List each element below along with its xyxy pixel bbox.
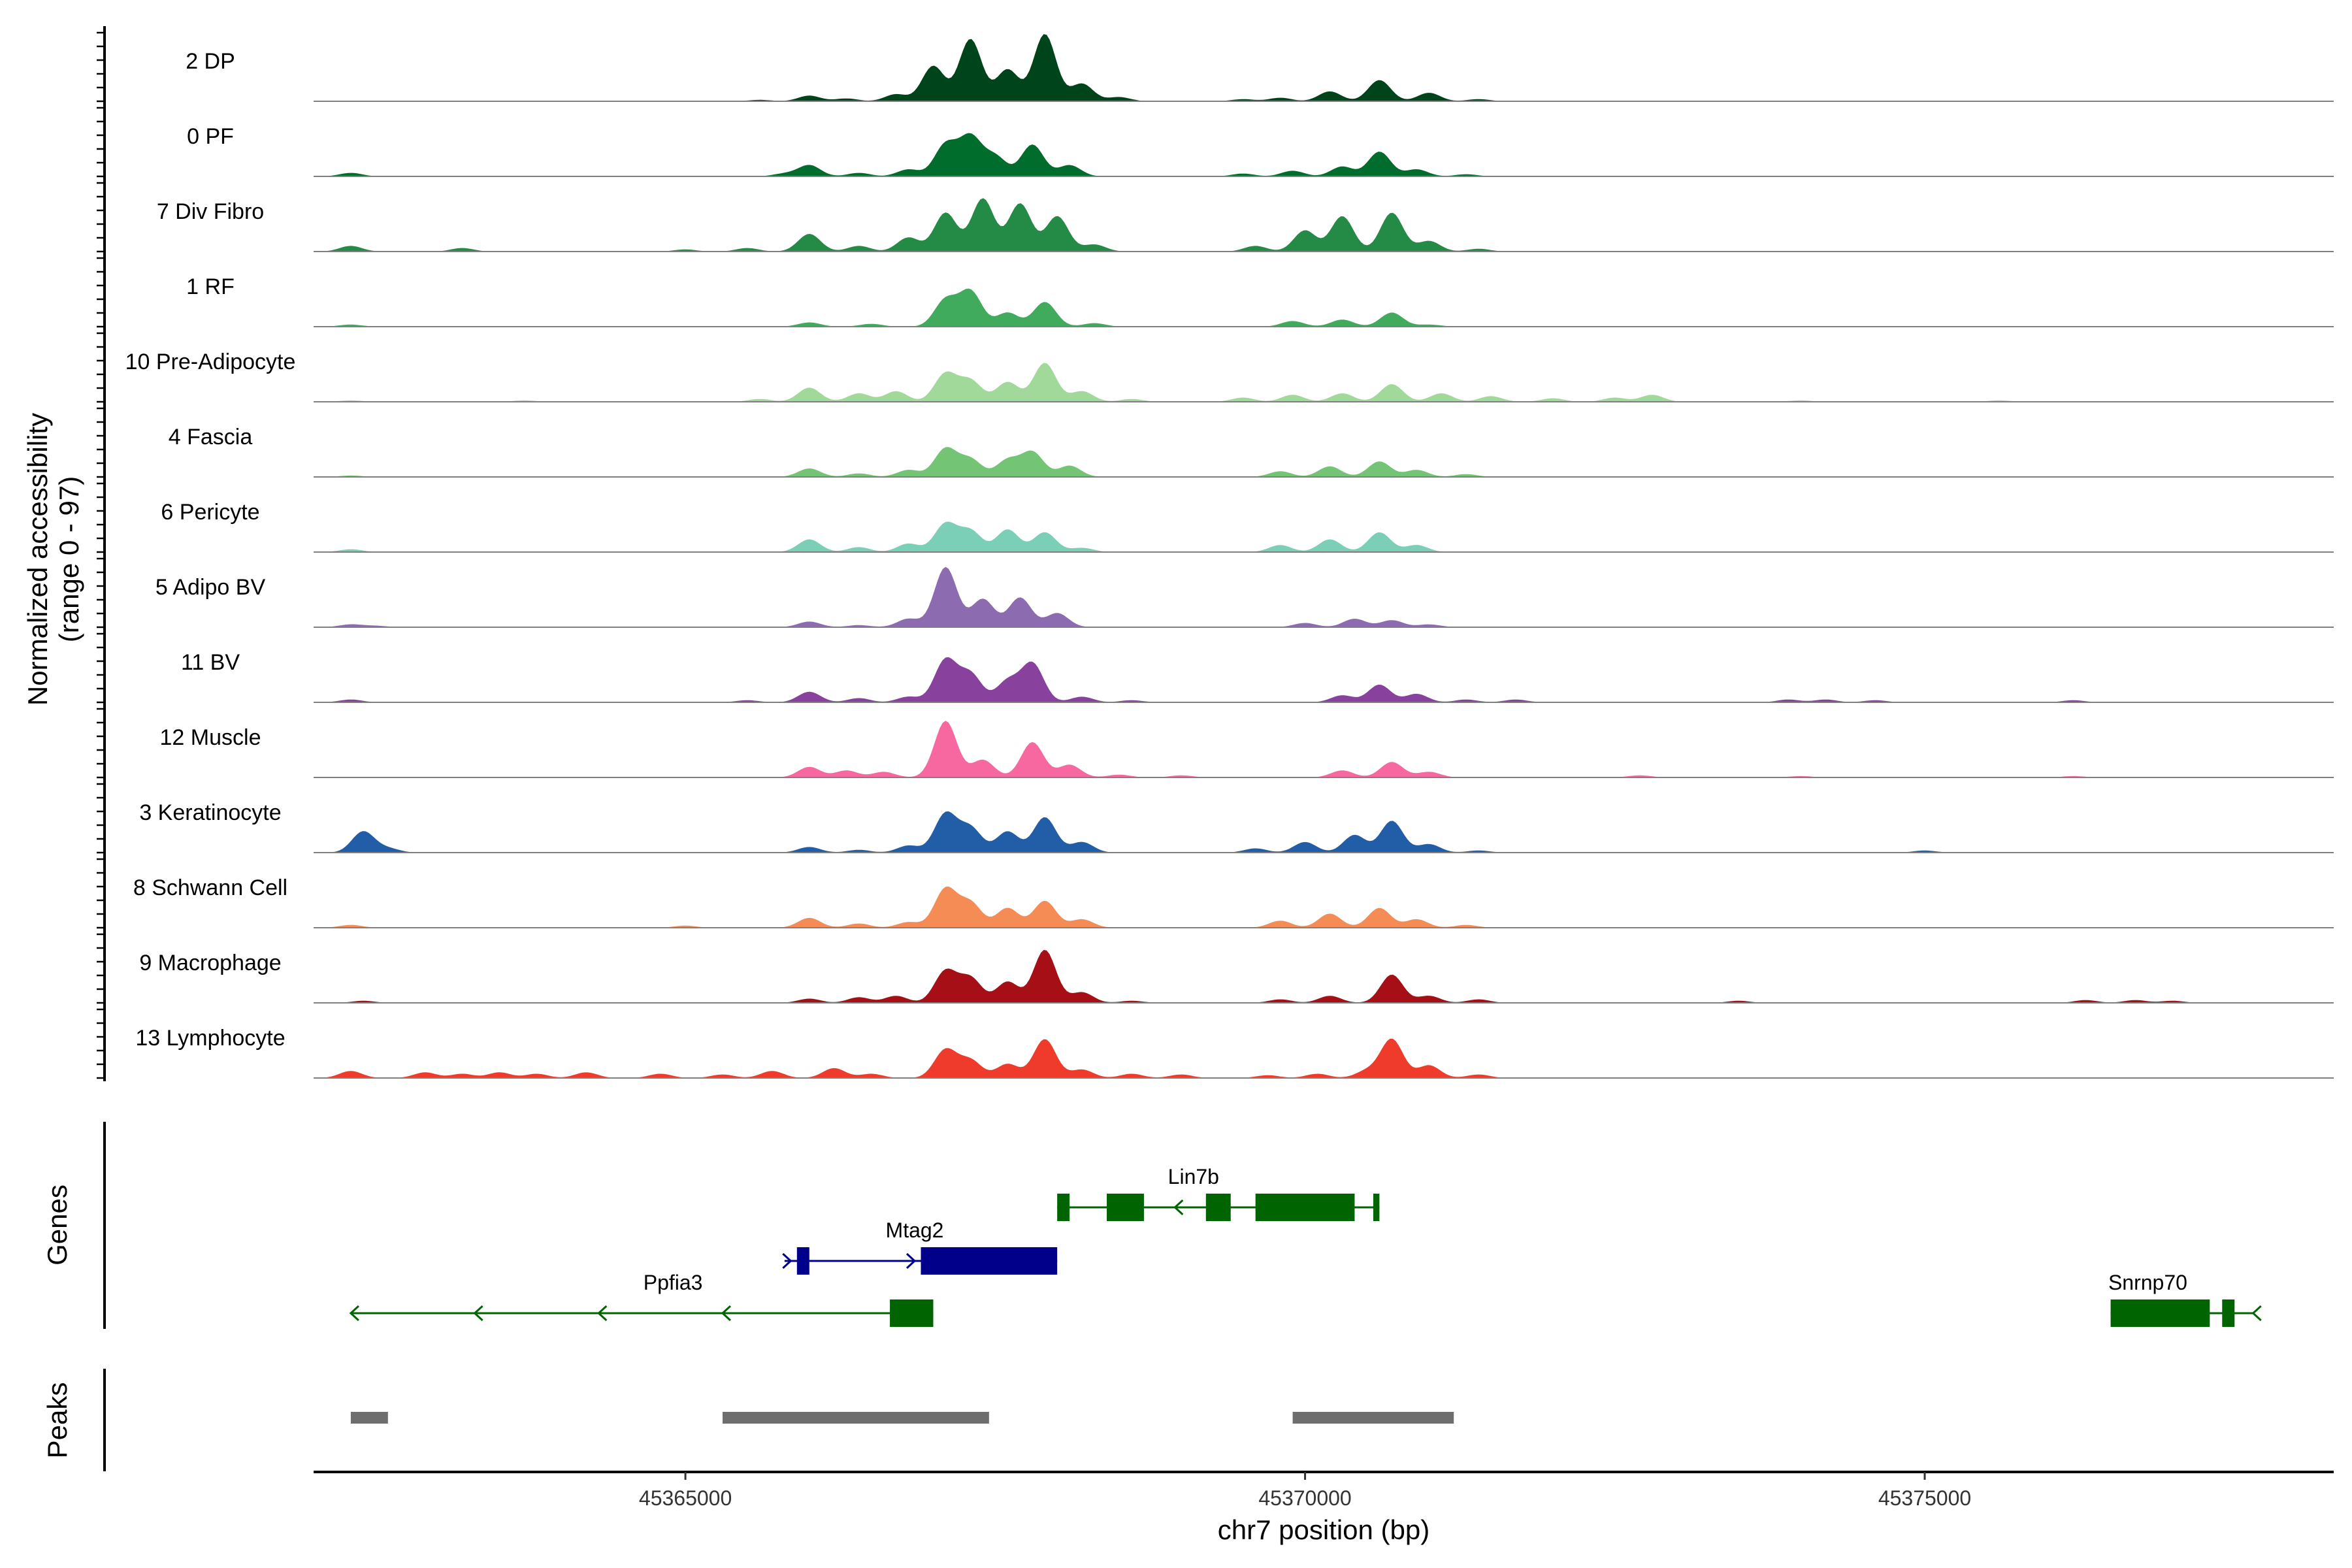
track-label: 12 Muscle [160, 725, 261, 750]
track-label: 13 Lymphocyte [135, 1026, 285, 1051]
track-area [314, 447, 2334, 477]
genes-panel-title: Genes [42, 1184, 73, 1266]
gene-exon [2222, 1299, 2235, 1327]
gene-exon [1205, 1194, 1231, 1221]
track-label: 11 BV [181, 650, 240, 675]
gene-strand-arrow [473, 1305, 483, 1322]
coverage-tracks: 2 DP 0 PF 7 Div Fibro 1 RF 10 Pre-Adipocyte 4… [125, 34, 2334, 1079]
gene-strand-arrow [782, 1252, 792, 1269]
track-12: 8 Schwann Cell [133, 875, 2334, 928]
gene-exon [1373, 1194, 1380, 1221]
track-4: 1 RF [186, 274, 2334, 327]
track-10: 12 Muscle [160, 721, 2334, 778]
gene-lin7b: Lin7b [1057, 1165, 1380, 1221]
track-1: 2 DP [186, 34, 2334, 102]
track-label: 7 Div Fibro [157, 199, 264, 224]
track-area [314, 1038, 2334, 1078]
track-area [314, 811, 2334, 853]
track-label: 2 DP [186, 49, 235, 74]
peak-region [722, 1412, 989, 1424]
track-11: 3 Keratinocyte [139, 800, 2334, 853]
gene-strand-arrow [349, 1305, 359, 1322]
gene-exon [796, 1247, 809, 1275]
track-label: 5 Adipo BV [155, 575, 266, 600]
gene-strand-arrow [597, 1305, 608, 1322]
track-area [314, 198, 2334, 252]
track-area [314, 521, 2334, 552]
y-axis [97, 26, 106, 1081]
track-label: 3 Keratinocyte [139, 800, 281, 825]
track-14: 13 Lymphocyte [135, 1026, 2334, 1079]
gene-exon [2110, 1299, 2210, 1327]
track-label: 10 Pre-Adipocyte [125, 350, 296, 374]
track-area [314, 288, 2334, 327]
track-label: 6 Pericyte [161, 500, 259, 525]
x-tick-label: 45375000 [1878, 1486, 1971, 1510]
gene-mtag2: Mtag2 [782, 1218, 1058, 1275]
track-7: 6 Pericyte [161, 500, 2334, 553]
gene-exon [921, 1247, 1058, 1275]
gene-label: Snrnp70 [2108, 1271, 2187, 1294]
track-6: 4 Fascia [169, 425, 2334, 478]
x-axis-title: chr7 position (bp) [1218, 1514, 1430, 1545]
gene-exon [1255, 1194, 1355, 1221]
gene-label: Lin7b [1168, 1165, 1219, 1188]
track-area [314, 721, 2334, 777]
track-9: 11 BV [181, 650, 2334, 703]
gene-strand-arrow [906, 1252, 917, 1269]
y-axis-title: Normalized accessibility [22, 413, 53, 706]
track-2: 0 PF [187, 124, 2334, 177]
track-3: 7 Div Fibro [157, 198, 2334, 252]
peak-region [1292, 1412, 1454, 1424]
gene-strand-arrow [2251, 1305, 2262, 1322]
track-label: 4 Fascia [169, 425, 253, 449]
gene-exon [1057, 1194, 1070, 1221]
track-area [314, 133, 2334, 176]
track-area [314, 950, 2334, 1003]
peak-region [350, 1412, 388, 1424]
track-area [314, 34, 2334, 101]
track-area [314, 657, 2334, 702]
peaks-panel [350, 1412, 1454, 1424]
x-tick-label: 45370000 [1258, 1486, 1351, 1510]
gene-label: Ppfia3 [644, 1271, 703, 1294]
track-area [314, 566, 2334, 627]
track-label: 9 Macrophage [139, 951, 281, 975]
gene-strand-arrow [1173, 1199, 1184, 1216]
track-13: 9 Macrophage [139, 950, 2334, 1004]
gene-ppfia3: Ppfia3 [349, 1271, 934, 1327]
track-area [314, 886, 2334, 928]
gene-strand-arrow [721, 1305, 732, 1322]
track-label: 1 RF [186, 274, 235, 299]
track-area [314, 363, 2334, 402]
x-axis: 45365000 45370000 45375000 [639, 1472, 1971, 1510]
x-tick-label: 45365000 [639, 1486, 732, 1510]
gene-label: Mtag2 [886, 1218, 944, 1242]
track-label: 0 PF [187, 124, 234, 149]
genes-panel: Lin7b Mtag2 Ppfia3 Snrnp70 [349, 1165, 2262, 1327]
track-8: 5 Adipo BV [155, 566, 2334, 628]
gene-snrnp70: Snrnp70 [2108, 1271, 2262, 1327]
track-5: 10 Pre-Adipocyte [125, 350, 2334, 402]
track-label: 8 Schwann Cell [133, 875, 287, 900]
gene-exon [1107, 1194, 1144, 1221]
gene-exon [890, 1299, 934, 1327]
peaks-panel-title: Peaks [42, 1382, 73, 1459]
y-axis-range-title: (range 0 - 97) [54, 476, 84, 642]
